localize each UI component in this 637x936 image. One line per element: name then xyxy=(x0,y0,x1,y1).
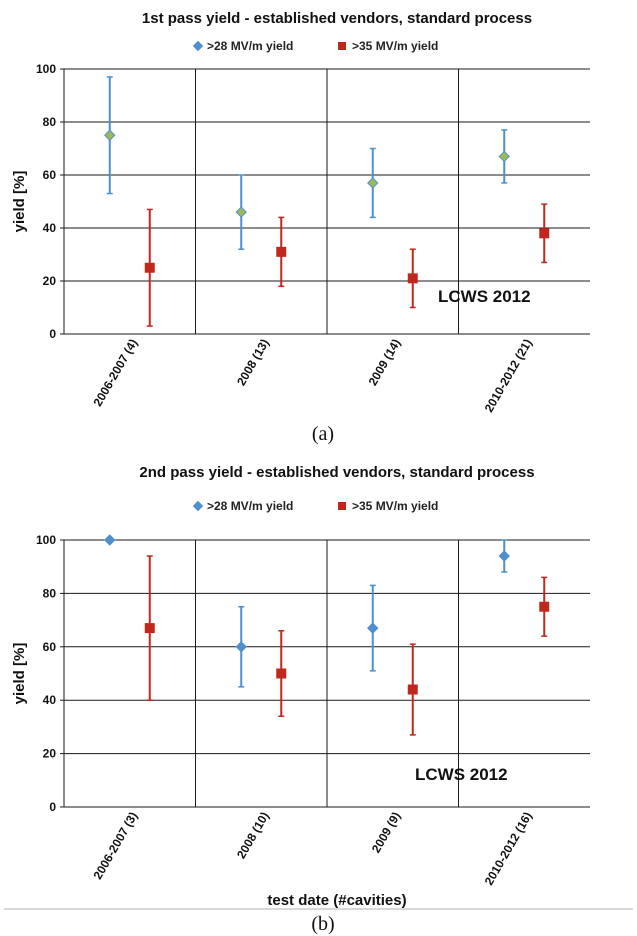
legend-marker-series-2 xyxy=(338,42,346,50)
y-tick-label: 0 xyxy=(49,327,56,341)
x-tick-label: 2009 (9) xyxy=(369,810,403,856)
chart-title: 2nd pass yield - established vendors, st… xyxy=(139,464,534,481)
data-point-series-2 xyxy=(276,246,287,257)
y-tick-label: 100 xyxy=(36,533,56,547)
data-point-series-2 xyxy=(276,668,287,679)
data-point-series-1 xyxy=(498,150,510,163)
data-point-series-1 xyxy=(498,550,510,562)
annotation-lcws: LCWS 2012 xyxy=(415,765,508,784)
x-tick-label: 2010-2012 (16) xyxy=(482,809,535,887)
y-tick-label: 80 xyxy=(43,115,57,129)
x-axis-label: test date (#cavities) xyxy=(267,892,406,909)
x-tick-label: 2006-2007 (4) xyxy=(91,337,141,409)
legend-marker-series-1 xyxy=(192,40,204,52)
chart-2: 2nd pass yield - established vendors, st… xyxy=(4,464,633,935)
data-point-series-1 xyxy=(235,641,247,653)
y-tick-label: 0 xyxy=(49,800,56,814)
x-tick-label: 2009 (14) xyxy=(366,337,404,388)
legend-marker-series-1 xyxy=(192,500,204,512)
data-point-series-1 xyxy=(367,177,379,189)
legend-label-series-2: >35 MV/m yield xyxy=(352,499,438,513)
x-tick-label: 2006-2007 (3) xyxy=(91,810,141,882)
y-tick-label: 20 xyxy=(43,747,57,761)
y-tick-label: 60 xyxy=(43,640,57,654)
y-tick-label: 40 xyxy=(43,221,57,235)
data-point-series-2 xyxy=(539,228,550,239)
x-tick-label: 2008 (13) xyxy=(234,337,272,388)
figure-caption: (b) xyxy=(311,913,334,935)
data-point-series-2 xyxy=(539,601,550,612)
data-point-series-1 xyxy=(104,129,116,141)
legend: >28 MV/m yield >35 MV/m yield xyxy=(192,499,438,513)
legend-label-series-1: >28 MV/m yield xyxy=(207,499,293,513)
chart-1: 1st pass yield - established vendors, st… xyxy=(11,10,590,445)
data-point-series-2 xyxy=(144,262,155,273)
x-tick-label: 2010-2012 (21) xyxy=(482,336,535,414)
y-axis-label: yield [%] xyxy=(11,643,28,705)
y-tick-label: 80 xyxy=(43,586,57,600)
chart-title: 1st pass yield - established vendors, st… xyxy=(142,10,532,27)
data-point-series-1 xyxy=(104,534,116,546)
data-point-series-1 xyxy=(367,622,379,634)
y-tick-label: 40 xyxy=(43,693,57,707)
y-tick-label: 20 xyxy=(43,274,57,288)
x-tick-label: 2008 (10) xyxy=(234,810,272,861)
legend-label-series-1: >28 MV/m yield xyxy=(207,39,293,53)
data-point-series-1 xyxy=(235,206,247,218)
data-point-series-2 xyxy=(407,273,418,284)
data-point-series-2 xyxy=(407,684,418,695)
legend-marker-series-2 xyxy=(338,502,346,510)
y-tick-label: 100 xyxy=(36,62,56,76)
legend: >28 MV/m yield >35 MV/m yield xyxy=(192,39,438,53)
figure-caption: (a) xyxy=(312,423,334,445)
data-point-series-2 xyxy=(144,623,155,634)
y-tick-label: 60 xyxy=(43,168,57,182)
y-axis-label: yield [%] xyxy=(11,171,28,233)
annotation-lcws: LCWS 2012 xyxy=(438,287,531,306)
legend-label-series-2: >35 MV/m yield xyxy=(352,39,438,53)
